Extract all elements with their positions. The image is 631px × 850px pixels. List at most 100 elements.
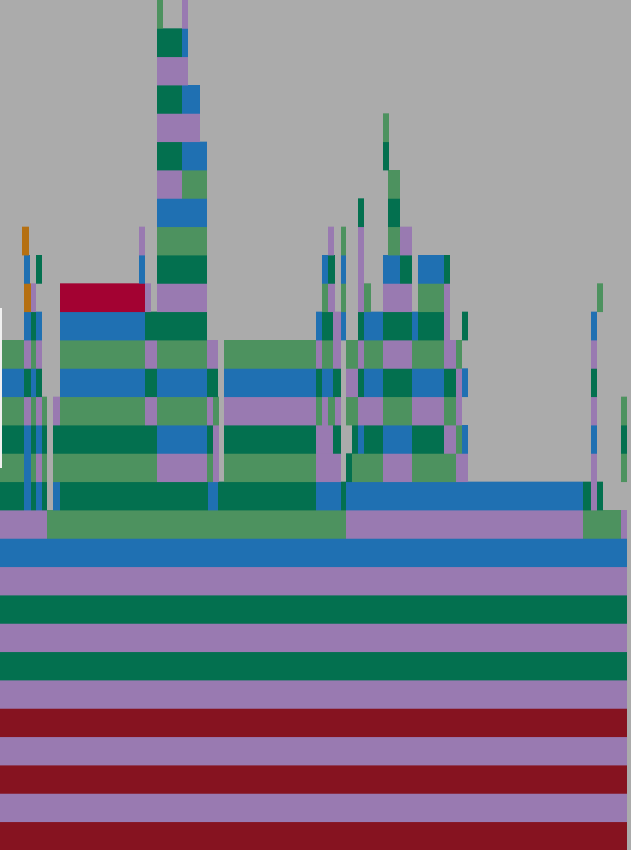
flame-frame[interactable] — [591, 396, 597, 426]
flame-frame[interactable] — [224, 368, 316, 398]
flame-frame[interactable] — [157, 368, 207, 398]
flame-frame[interactable] — [346, 453, 352, 483]
flame-frame[interactable] — [358, 368, 364, 398]
flame-frame[interactable] — [31, 340, 36, 369]
flame-frame[interactable] — [333, 311, 341, 341]
flame-frame[interactable] — [341, 283, 346, 313]
flame-frame[interactable] — [0, 793, 627, 823]
flame-frame[interactable] — [358, 226, 364, 256]
flame-frame[interactable] — [157, 56, 182, 86]
flame-frame[interactable] — [157, 453, 207, 483]
flame-frame[interactable] — [591, 340, 597, 369]
flame-frame[interactable] — [316, 481, 341, 511]
flame-frame[interactable] — [53, 425, 157, 454]
flame-frame[interactable] — [145, 311, 157, 341]
flame-frame[interactable] — [157, 113, 182, 143]
flame-frame[interactable] — [31, 453, 36, 483]
flame-frame[interactable] — [208, 481, 218, 511]
flame-frame[interactable] — [456, 368, 462, 398]
flame-frame[interactable] — [412, 453, 456, 483]
flame-frame[interactable] — [358, 198, 364, 228]
flame-frame[interactable] — [31, 311, 36, 341]
flame-frame[interactable] — [364, 368, 383, 398]
flame-frame[interactable] — [145, 396, 157, 426]
flame-frame[interactable] — [621, 396, 627, 426]
flame-frame[interactable] — [358, 283, 364, 313]
flame-frame[interactable] — [583, 510, 621, 539]
flame-frame[interactable] — [583, 481, 591, 511]
flame-frame[interactable] — [322, 255, 328, 284]
flame-frame[interactable] — [316, 453, 341, 483]
flame-frame[interactable] — [47, 510, 346, 539]
flame-frame[interactable] — [0, 765, 627, 794]
flame-frame[interactable] — [322, 368, 333, 398]
flame-frame[interactable] — [444, 396, 456, 426]
flame-frame[interactable] — [24, 368, 31, 398]
flame-frame[interactable] — [400, 255, 412, 284]
flame-frame[interactable] — [591, 425, 597, 454]
flame-frame[interactable] — [383, 255, 400, 284]
flame-frame[interactable] — [0, 736, 627, 766]
flame-frame[interactable] — [0, 566, 627, 596]
flame-frame[interactable] — [412, 396, 444, 426]
flame-frame[interactable] — [316, 425, 333, 454]
flame-frame[interactable] — [335, 396, 341, 426]
flame-frame[interactable] — [0, 708, 627, 738]
flame-frame[interactable] — [444, 283, 450, 313]
flame-frame[interactable] — [316, 368, 322, 398]
flame-frame[interactable] — [591, 311, 597, 341]
flame-frame[interactable] — [0, 396, 24, 426]
flame-frame[interactable] — [24, 311, 31, 341]
flame-frame[interactable] — [444, 368, 456, 398]
flame-frame[interactable] — [418, 255, 444, 284]
flame-frame[interactable] — [316, 340, 322, 369]
flame-frame[interactable] — [182, 170, 207, 199]
flame-frame[interactable] — [333, 340, 341, 369]
flame-frame[interactable] — [383, 396, 412, 426]
flame-frame[interactable] — [42, 453, 47, 483]
flame-frame[interactable] — [145, 340, 157, 369]
flame-frame[interactable] — [53, 453, 157, 483]
flame-frame[interactable] — [0, 595, 627, 624]
flame-frame[interactable] — [364, 425, 383, 454]
flame-frame[interactable] — [346, 340, 358, 369]
flame-frame[interactable] — [462, 425, 468, 454]
flame-frame[interactable] — [182, 113, 200, 143]
flame-frame[interactable] — [444, 340, 456, 369]
flame-frame[interactable] — [207, 396, 213, 426]
flame-frame[interactable] — [145, 368, 157, 398]
flame-frame[interactable] — [364, 340, 383, 369]
flame-frame[interactable] — [591, 453, 597, 483]
flame-frame[interactable] — [0, 651, 627, 681]
flame-frame[interactable] — [346, 396, 358, 426]
flame-frame[interactable] — [182, 0, 188, 29]
flame-frame[interactable] — [157, 28, 182, 58]
flame-frame[interactable] — [42, 396, 47, 426]
flame-frame[interactable] — [621, 510, 627, 539]
flame-frame[interactable] — [36, 340, 42, 369]
flame-frame[interactable] — [456, 396, 462, 426]
flame-frame[interactable] — [341, 481, 346, 511]
flame-frame[interactable] — [42, 425, 47, 454]
flame-frame[interactable] — [400, 226, 412, 256]
flame-frame[interactable] — [157, 226, 207, 256]
flame-frame[interactable] — [591, 481, 597, 511]
flame-frame[interactable] — [328, 255, 335, 284]
flame-frame[interactable] — [31, 283, 36, 313]
flame-frame[interactable] — [157, 85, 182, 114]
flame-frame[interactable] — [207, 340, 218, 369]
flame-frame[interactable] — [0, 510, 47, 539]
flame-frame[interactable] — [621, 425, 627, 454]
flame-frame[interactable] — [42, 481, 47, 511]
flame-frame[interactable] — [60, 481, 208, 511]
flame-frame[interactable] — [341, 255, 346, 284]
flame-frame[interactable] — [213, 425, 219, 454]
flame-frame[interactable] — [322, 396, 328, 426]
flame-frame[interactable] — [22, 226, 29, 256]
flame-frame[interactable] — [358, 396, 364, 426]
flame-frame[interactable] — [145, 283, 151, 313]
flame-frame[interactable] — [24, 425, 31, 454]
flame-frame[interactable] — [322, 340, 333, 369]
flame-frame[interactable] — [341, 311, 346, 341]
flame-frame[interactable] — [358, 425, 364, 454]
